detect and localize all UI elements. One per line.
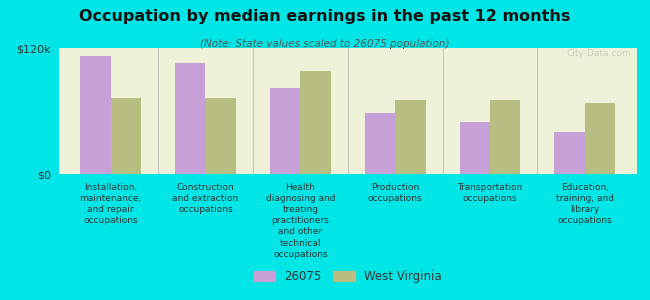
Text: City-Data.com: City-Data.com [567, 49, 631, 58]
Bar [554, 132, 585, 174]
Bar [111, 98, 141, 174]
Bar [175, 63, 205, 174]
Bar [460, 122, 490, 174]
Legend: 26075, West Virginia: 26075, West Virginia [249, 266, 447, 288]
Bar [490, 100, 521, 174]
Bar [205, 98, 236, 174]
Bar [81, 56, 110, 174]
Bar [365, 113, 395, 174]
Bar [395, 100, 426, 174]
Bar [270, 88, 300, 174]
Bar [300, 71, 331, 174]
Bar [585, 103, 615, 174]
Text: (Note: State values scaled to 26075 population): (Note: State values scaled to 26075 popu… [200, 39, 450, 49]
Text: Occupation by median earnings in the past 12 months: Occupation by median earnings in the pas… [79, 9, 571, 24]
